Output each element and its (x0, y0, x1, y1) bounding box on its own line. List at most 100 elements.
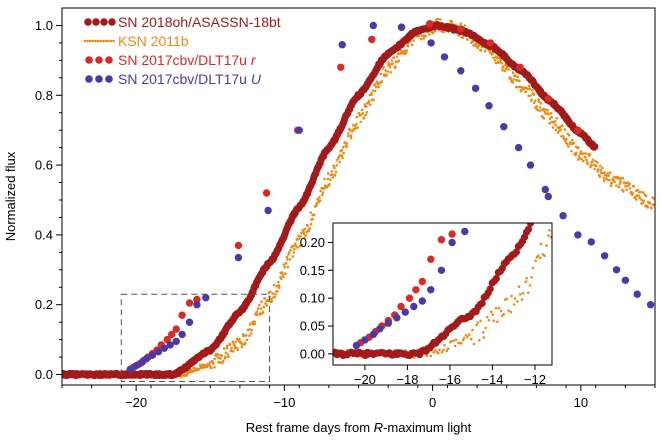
ksn2011b-point (445, 349, 449, 353)
sn2017cbv-u-point (541, 185, 549, 194)
ksn2011b-point (308, 227, 311, 230)
ksn2011b-point (262, 305, 266, 309)
ksn2011b-point (476, 46, 480, 50)
ksn2011b-point (205, 365, 209, 369)
ksn2011b-point (496, 320, 499, 324)
ksn2011b-point (405, 49, 409, 52)
ksn2011b-point (625, 188, 628, 192)
sn2017cbv-u-point (369, 330, 378, 339)
ksn2011b-point (539, 242, 543, 246)
ksn2011b-point (571, 138, 574, 142)
ksn2011b-point (329, 178, 332, 181)
x-tick-label: −10 (273, 395, 295, 410)
ksn2011b-point (429, 354, 433, 358)
ksn2011b-point (218, 361, 222, 364)
ksn2011b-point (377, 85, 380, 89)
ksn2011b-point (321, 193, 324, 197)
ksn2011b-point (556, 131, 560, 134)
sn2018oh-point (492, 275, 500, 283)
sn2017cbv-u-point (427, 39, 435, 47)
ksn2011b-point (580, 157, 583, 161)
ksn2011b-point (283, 265, 287, 269)
sn2017cbv-u-point (369, 21, 377, 30)
ksn2011b-point (542, 107, 545, 111)
ksn2011b-point (341, 156, 344, 160)
legend-label-text: KSN 2011b (118, 33, 189, 49)
ksn2011b-point (234, 340, 238, 344)
ksn2011b-point (428, 33, 431, 36)
ksn2011b-point (357, 112, 361, 115)
ksn2011b-point (499, 58, 503, 62)
ksn2011b-point (424, 35, 427, 38)
ksn2011b-point (537, 98, 540, 101)
inset-plot: −20 −18 −16 −14 −12 0.00 0.05 0.10 0.15 0.20 (300, 222, 553, 387)
ksn2011b-point (249, 332, 253, 335)
ksn2011b-point (296, 246, 299, 249)
ksn2011b-point (459, 341, 463, 345)
ksn2011b-point (342, 151, 346, 155)
ksn2011b-point (483, 49, 487, 53)
ksn2011b-point (538, 256, 542, 260)
ksn2011b-point (538, 106, 542, 109)
y-tick-label: 0.4 (35, 227, 53, 242)
ksn2011b-point (272, 283, 276, 287)
legend-marker (108, 18, 116, 26)
ksn2011b-point (608, 171, 612, 174)
ksn2011b-point (524, 280, 527, 284)
ksn2011b-point (215, 354, 218, 358)
legend: SN 2018oh/ASASSN-18bt KSN 2011b SN 2017cbv… (83, 14, 281, 87)
ksn2011b-point (466, 335, 469, 339)
sn2017cbv-r-point (262, 189, 271, 197)
ksn2011b-point (245, 338, 249, 342)
ksn2011b-point (391, 62, 395, 65)
sn2017cbv-u-point (172, 337, 180, 346)
ksn2011b-point (261, 310, 265, 314)
ksn2011b-point (588, 152, 592, 156)
ksn2011b-point (558, 125, 562, 129)
ksn2011b-point (618, 182, 621, 186)
inset-x-tick-label: −20 (354, 372, 376, 387)
sn2018oh-point (524, 225, 533, 233)
ksn2011b-point (269, 290, 272, 294)
inset-x-tick-label: −18 (396, 372, 418, 387)
legend-label-italic: r (251, 52, 257, 68)
ksn2011b-point (243, 341, 247, 345)
ksn2011b-point (596, 168, 600, 171)
ksn2011b-point (577, 146, 580, 150)
ksn2011b-point (270, 299, 274, 303)
ksn2011b-point (520, 298, 524, 301)
ksn2011b-point (582, 159, 585, 163)
ksn2011b-point (319, 189, 322, 193)
sn2017cbv-r-point (486, 39, 495, 47)
sn2017cbv-u-point (264, 206, 272, 215)
ksn2011b-point (331, 176, 335, 179)
ksn2011b-point (335, 164, 339, 167)
ksn2011b-point (502, 312, 506, 316)
ksn2011b-point (309, 222, 313, 226)
ksn2011b-point (585, 158, 588, 162)
zoom-box-rect (120, 293, 271, 383)
ksn2011b-point (213, 366, 216, 369)
ksn2011b-point (224, 351, 228, 355)
ksn2011b-point (346, 132, 350, 135)
ksn2011b-point (412, 356, 416, 359)
legend-marker (112, 39, 115, 43)
ksn2011b-point (353, 124, 357, 128)
ksn2011b-point (363, 103, 367, 106)
ksn2011b-point (638, 196, 641, 200)
ksn2011b-point (637, 194, 640, 198)
sn2017cbv-r-point (426, 20, 434, 28)
ksn2011b-point (525, 276, 528, 280)
ksn2011b-point (362, 116, 366, 119)
ksn2011b-point (479, 319, 482, 323)
sn2017cbv-r-point (172, 325, 180, 333)
legend-marker (107, 39, 110, 43)
ksn2011b-point (385, 74, 388, 77)
ksn2011b-point (442, 348, 445, 352)
ksn2011b-point (628, 187, 632, 190)
ksn2011b-point (306, 224, 309, 228)
legend-marker (100, 18, 108, 26)
main-plot-marks (62, 17, 655, 380)
ksn2011b-point (454, 338, 458, 342)
sn2017cbv-r-point (185, 299, 194, 307)
